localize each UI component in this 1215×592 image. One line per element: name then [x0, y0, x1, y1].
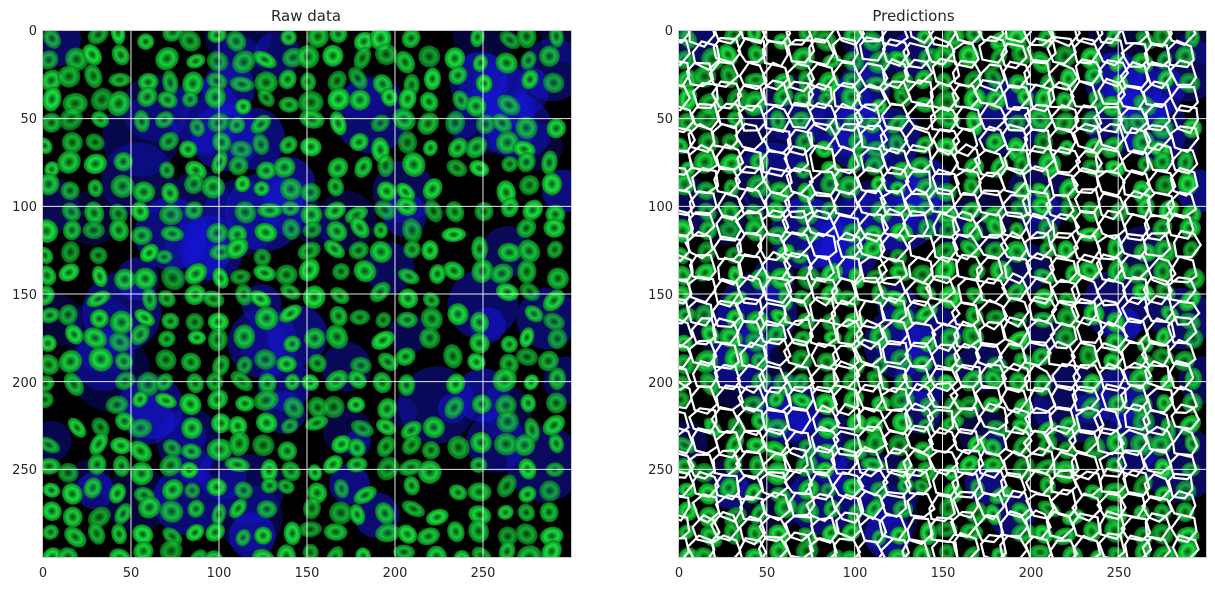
x-tick: 50 — [122, 566, 140, 581]
x-tick: 0 — [674, 566, 684, 581]
y-tick: 0 — [28, 24, 37, 39]
x-tick: 150 — [930, 566, 956, 581]
x-tick: 250 — [1106, 566, 1132, 581]
gridlines — [679, 31, 1206, 557]
y-tick: 150 — [648, 288, 673, 303]
predictions-canvas — [679, 31, 1206, 557]
segmentation-boundaries — [679, 31, 1203, 557]
x-tick: 250 — [470, 566, 496, 581]
gridlines — [43, 31, 571, 557]
y-tick: 50 — [20, 112, 37, 127]
raw-data-canvas — [43, 31, 571, 557]
y-tick: 250 — [648, 463, 673, 478]
y-tick: 100 — [648, 200, 673, 215]
raw-data-image — [42, 30, 572, 558]
x-tick: 50 — [758, 566, 776, 581]
raw-data-title: Raw data — [270, 7, 342, 25]
predictions-image — [678, 30, 1207, 558]
x-tick: 150 — [294, 566, 320, 581]
y-tick: 200 — [12, 376, 37, 391]
x-tick: 200 — [382, 566, 408, 581]
nuclei — [679, 31, 1205, 557]
y-tick: 100 — [12, 200, 37, 215]
y-tick: 250 — [12, 463, 37, 478]
y-tick: 50 — [656, 112, 673, 127]
predictions-panel: Predictions 0 50 100 150 200 250 0 50 10… — [612, 0, 1212, 592]
y-tick: 150 — [12, 288, 37, 303]
nuclei — [43, 31, 569, 557]
y-tick: 0 — [664, 24, 673, 39]
x-tick: 100 — [842, 566, 868, 581]
raw-data-panel: Raw data 0 50 100 150 200 250 0 50 100 1… — [0, 0, 600, 592]
x-tick: 0 — [38, 566, 48, 581]
predictions-title: Predictions — [872, 7, 955, 25]
y-tick: 200 — [648, 376, 673, 391]
x-tick: 100 — [206, 566, 232, 581]
x-tick: 200 — [1018, 566, 1044, 581]
